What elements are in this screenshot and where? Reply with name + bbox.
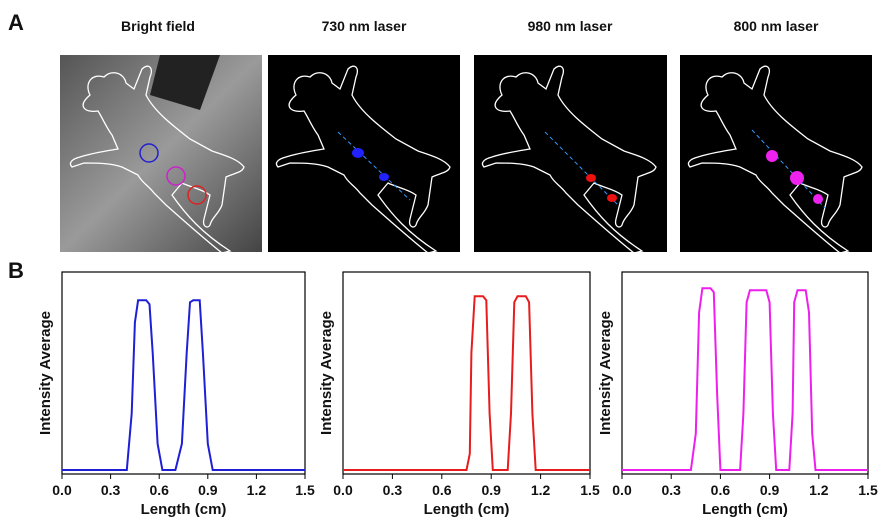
image-bright-field (60, 55, 262, 254)
image-980 (474, 55, 667, 254)
spot (586, 174, 596, 182)
shadow (150, 55, 220, 110)
x-tick-label: 1.5 (858, 482, 878, 498)
x-tick-label: 0.9 (198, 482, 218, 498)
image-800 (680, 55, 872, 254)
x-tick-label: 0.9 (760, 482, 780, 498)
x-tick-label: 1.2 (531, 482, 551, 498)
spot (379, 173, 389, 181)
plot-frame (621, 271, 869, 475)
y-axis-label: Intensity Average (597, 311, 614, 435)
profile-line (544, 131, 619, 206)
x-tick-label: 0.0 (52, 482, 72, 498)
data-line (622, 287, 868, 471)
x-axis-label: Length (cm) (141, 501, 227, 518)
image-title: 730 nm laser (322, 18, 407, 34)
data-line (62, 299, 305, 471)
x-tick-label: 0.9 (481, 482, 501, 498)
spot (790, 171, 804, 185)
profile-line (751, 129, 826, 209)
x-tick-label: 0.6 (432, 482, 452, 498)
x-tick-label: 0.3 (383, 482, 403, 498)
panel-label: A (8, 10, 24, 35)
x-tick-label: 0.3 (661, 482, 681, 498)
plot-frame (342, 271, 591, 475)
roi (139, 143, 159, 163)
x-tick-label: 0.3 (101, 482, 121, 498)
image-title: 800 nm laser (734, 18, 819, 34)
x-tick-label: 0.6 (149, 482, 169, 498)
x-axis-label: Length (cm) (702, 501, 788, 518)
image-title: Bright field (121, 18, 195, 34)
x-tick-label: 1.2 (809, 482, 829, 498)
image-title: 980 nm laser (528, 18, 613, 34)
x-tick-label: 1.2 (247, 482, 267, 498)
x-axis-label: Length (cm) (424, 501, 510, 518)
spot (352, 148, 364, 158)
plot-frame (61, 271, 306, 475)
profile-line (337, 131, 411, 201)
y-axis-label: Intensity Average (318, 311, 335, 435)
panel-label: B (8, 258, 24, 283)
spot (607, 194, 617, 202)
spot (813, 194, 823, 204)
spot (766, 150, 778, 162)
y-axis-label: Intensity Average (37, 311, 54, 435)
image-730 (268, 55, 460, 254)
roi (166, 166, 186, 186)
x-tick-label: 0.0 (612, 482, 632, 498)
data-line (343, 295, 590, 471)
x-tick-label: 1.5 (295, 482, 315, 498)
x-tick-label: 0.0 (333, 482, 353, 498)
x-tick-label: 1.5 (580, 482, 600, 498)
x-tick-label: 0.6 (711, 482, 731, 498)
roi (187, 185, 207, 205)
